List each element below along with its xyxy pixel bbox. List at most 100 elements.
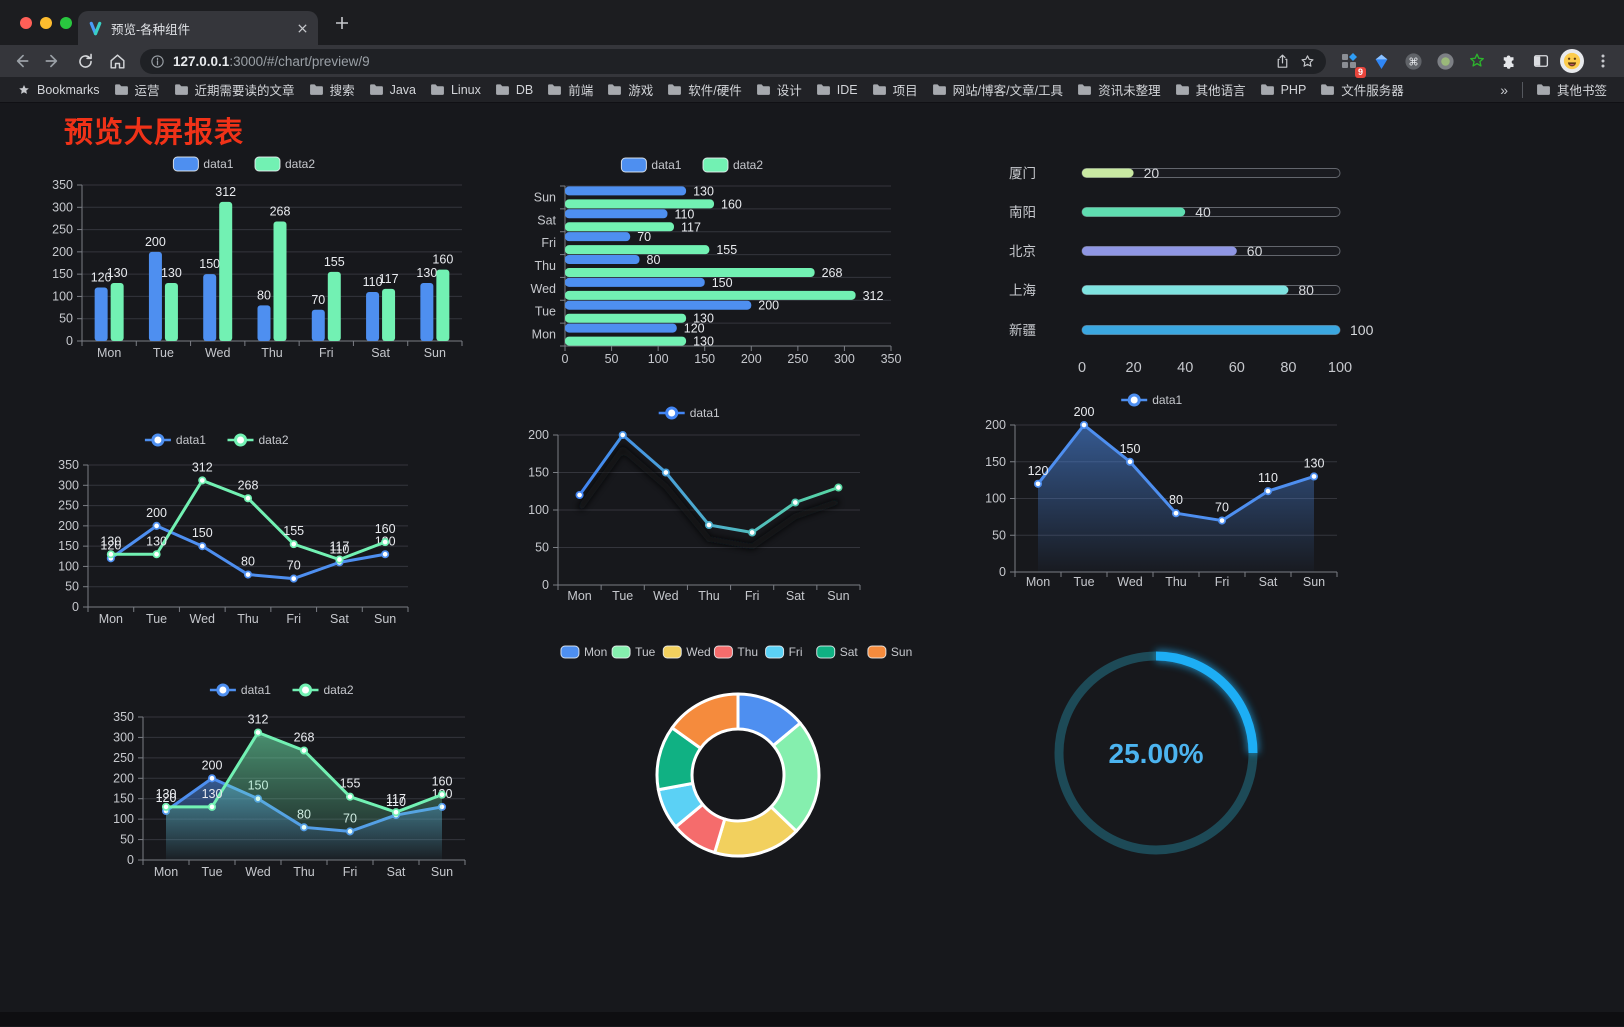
bookmark-folder[interactable]: DB	[488, 81, 540, 99]
legend-item-data1[interactable]: data1	[209, 683, 271, 697]
svg-text:268: 268	[270, 205, 291, 219]
bookmark-folder[interactable]: 文件服务器	[1313, 78, 1411, 101]
bookmarks-root[interactable]: Bookmarks	[10, 81, 107, 99]
svg-text:data1: data1	[1152, 393, 1182, 407]
legend-item-data2[interactable]: data2	[702, 157, 763, 173]
legend-item-data1[interactable]: data1	[658, 406, 720, 420]
extensions-puzzle-icon[interactable]	[1496, 48, 1522, 74]
bookmark-folder[interactable]: 软件/硬件	[660, 78, 748, 101]
forward-button[interactable]	[40, 48, 66, 74]
bookmark-folder[interactable]: Linux	[423, 81, 488, 99]
multi-line-chart[interactable]: data1 data2 0 50 100 150 200 250 300 350 Mon Tue Wed…	[40, 425, 415, 641]
svg-text:Sun: Sun	[1303, 575, 1325, 589]
bookmark-folder[interactable]: Java	[362, 81, 423, 99]
gradient-line-chart[interactable]: data1 0 50 100 150 200 Mon Tue Wed Thu Fri Sat Sun	[500, 400, 900, 615]
bookmark-folder[interactable]: 网站/博客/文章/工具	[925, 78, 1070, 101]
legend-item-Wed[interactable]: Wed	[662, 645, 711, 659]
legend-item-Sat[interactable]: Sat	[816, 645, 859, 659]
bookmarks-root-label: Bookmarks	[37, 82, 100, 97]
svg-text:200: 200	[52, 245, 73, 259]
svg-text:200: 200	[58, 519, 79, 533]
svg-text:150: 150	[192, 526, 213, 540]
city-progress-chart[interactable]: 厦门 20 南阳 40 北京 60 上海 80 新疆 100 0 20 40 60 80 100	[1000, 160, 1374, 385]
new-tab-button[interactable]	[332, 13, 352, 33]
svg-text:150: 150	[694, 352, 715, 366]
bookmark-star-icon[interactable]	[1299, 53, 1316, 70]
profile-avatar[interactable]	[1560, 49, 1584, 73]
svg-text:110: 110	[386, 795, 406, 809]
svg-text:Mon: Mon	[584, 645, 607, 659]
folder-icon	[369, 84, 383, 95]
svg-text:200: 200	[758, 299, 779, 313]
horizontal-bar-chart[interactable]: data1 data2 0 50 100 150 200 250 300 350 Sun 130 160…	[503, 150, 903, 370]
svg-text:130: 130	[202, 787, 223, 801]
bookmark-folder[interactable]: 游戏	[600, 78, 660, 101]
share-icon[interactable]	[1274, 53, 1291, 70]
legend-item-Mon[interactable]: Mon	[560, 645, 607, 659]
side-panel-icon[interactable]	[1528, 48, 1554, 74]
minimize-window-button[interactable]	[40, 17, 52, 29]
svg-text:70: 70	[311, 293, 325, 307]
browser-menu-icon[interactable]	[1590, 48, 1616, 74]
area-chart-multi[interactable]: data1 data2 0 50 100 150 200 250 300 350 Mon Tue Wed…	[105, 675, 480, 893]
folder-icon	[309, 84, 323, 95]
donut-chart[interactable]: Mon Tue Wed Thu Fri Sat Sun	[550, 635, 930, 897]
svg-text:160: 160	[375, 522, 396, 536]
donut-slice-Sun[interactable]	[670, 692, 740, 750]
site-info-icon[interactable]	[150, 54, 165, 69]
svg-text:data2: data2	[259, 433, 289, 447]
bookmark-folder[interactable]: 前端	[540, 78, 600, 101]
legend-item-data2[interactable]: data2	[227, 433, 289, 447]
recorder-extension-icon[interactable]	[1432, 48, 1458, 74]
extension-shortcuts-icon[interactable]: 9	[1336, 48, 1366, 78]
gem-extension-icon[interactable]	[1368, 48, 1394, 74]
close-window-button[interactable]	[20, 17, 32, 29]
svg-text:117: 117	[681, 220, 701, 234]
bookmark-folder[interactable]: 资讯未整理	[1070, 78, 1168, 101]
bookmark-folder[interactable]: PHP	[1253, 81, 1314, 99]
gauge-chart[interactable]: 25.00%	[1040, 640, 1275, 870]
svg-text:130: 130	[416, 266, 437, 280]
area-chart-single[interactable]: data1 0 50 100 150 200 Mon Tue Wed Thu Fri Sat Sun 12…	[975, 388, 1350, 603]
svg-text:100: 100	[528, 503, 549, 517]
browser-tab[interactable]: 预览-各种组件	[78, 11, 318, 45]
fullscreen-window-button[interactable]	[60, 17, 72, 29]
svg-text:110: 110	[363, 275, 383, 289]
legend-item-data1[interactable]: data1	[144, 433, 206, 447]
bookmarks-overflow-chevron[interactable]: »	[1500, 81, 1508, 98]
svg-text:Mon: Mon	[154, 865, 178, 879]
grouped-bar-chart[interactable]: data1 data2 0 50 100 150 200 250 300 350 Mon Tue Wed…	[40, 149, 470, 365]
home-button[interactable]	[104, 48, 130, 74]
bookmark-folder[interactable]: IDE	[809, 81, 865, 99]
svg-text:Sun: Sun	[827, 589, 849, 603]
bookmark-folder[interactable]: 运营	[107, 78, 167, 101]
tab-close-icon[interactable]	[297, 23, 308, 34]
svg-text:Sat: Sat	[330, 612, 349, 626]
legend-item-data1[interactable]: data1	[1121, 393, 1183, 407]
svg-text:Sat: Sat	[371, 346, 390, 360]
legend-item-data2[interactable]: data2	[254, 156, 315, 172]
green-star-extension-icon[interactable]	[1464, 48, 1490, 74]
legend-item-Tue[interactable]: Tue	[611, 645, 656, 659]
folder-icon	[1078, 84, 1091, 95]
legend-item-Sun[interactable]: Sun	[867, 645, 912, 659]
reload-button[interactable]	[72, 48, 98, 74]
legend-item-Thu[interactable]: Thu	[713, 645, 758, 659]
bookmark-folder[interactable]: 项目	[865, 78, 925, 101]
legend-item-data1[interactable]: data1	[620, 157, 682, 173]
svg-text:120: 120	[1028, 464, 1049, 478]
legend-item-Fri[interactable]: Fri	[765, 645, 803, 659]
bookmark-folder[interactable]: 设计	[749, 78, 809, 101]
legend-item-data1[interactable]: data1	[172, 156, 234, 172]
other-bookmarks-folder[interactable]: 其他书签	[1529, 78, 1614, 101]
command-extension-icon[interactable]: ⌘	[1400, 48, 1426, 74]
bookmark-folder[interactable]: 搜索	[302, 78, 362, 101]
back-button[interactable]	[8, 48, 34, 74]
svg-text:0: 0	[1078, 360, 1086, 376]
folder-icon	[608, 84, 622, 95]
legend-item-data2[interactable]: data2	[292, 683, 354, 697]
bookmark-folder[interactable]: 近期需要读的文章	[167, 78, 302, 101]
svg-text:312: 312	[215, 185, 236, 199]
bookmark-folder[interactable]: 其他语言	[1168, 78, 1253, 101]
address-bar[interactable]: 127.0.0.1:3000/#/chart/preview/9	[140, 48, 1326, 74]
